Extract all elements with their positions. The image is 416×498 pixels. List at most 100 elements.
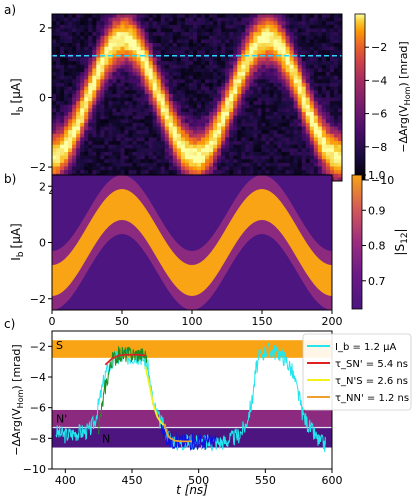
heatmap-cell [313, 144, 319, 149]
heatmap-cell [273, 112, 279, 117]
heatmap-cell [337, 166, 342, 171]
heatmap-cell [56, 57, 61, 62]
heatmap-cell [245, 21, 250, 26]
heatmap-cell [329, 61, 335, 66]
heatmap-cell [132, 39, 138, 44]
heatmap-cell [325, 68, 331, 73]
heatmap-cell [269, 46, 275, 51]
heatmap-cell [229, 72, 234, 77]
heatmap-cell [273, 61, 279, 66]
heatmap-cell [257, 126, 263, 131]
heatmap-cell [156, 50, 162, 55]
heatmap-cell [72, 159, 77, 164]
heatmap-cell [265, 32, 271, 37]
heatmap-cell [92, 24, 97, 30]
colorbar-a [354, 13, 366, 181]
heatmap-cell [144, 170, 150, 175]
heatmap-cell [88, 97, 93, 102]
heatmap-cell [80, 17, 85, 22]
heatmap-cell [148, 72, 154, 77]
heatmap-cell [317, 75, 323, 80]
heatmap-cell [317, 21, 323, 26]
heatmap-cell [221, 141, 226, 146]
heatmap-cell [84, 46, 89, 51]
heatmap-cell [72, 148, 77, 153]
x-tick-label: 500 [188, 474, 209, 487]
heatmap-cell [305, 75, 311, 80]
heatmap-cell [305, 119, 311, 124]
heatmap-cell [128, 75, 134, 80]
heatmap-cell [152, 68, 158, 73]
heatmap-cell [144, 97, 150, 102]
heatmap-cell [144, 43, 150, 48]
heatmap-cell [277, 115, 283, 120]
heatmap-cell [96, 104, 101, 109]
heatmap-cell [269, 28, 275, 33]
heatmap-cell [172, 39, 178, 44]
heatmap-cell [337, 64, 342, 70]
heatmap-cell [333, 104, 339, 109]
heatmap-cell [285, 97, 291, 102]
heatmap-cell [116, 14, 122, 19]
heatmap-cell [317, 141, 323, 146]
heatmap-cell [68, 115, 73, 120]
heatmap-cell [188, 24, 194, 30]
heatmap-cell [88, 93, 93, 99]
heatmap-cell [124, 97, 130, 102]
heatmap-cell [257, 86, 263, 91]
heatmap-cell [52, 155, 57, 160]
heatmap-cell [188, 166, 194, 171]
heatmap-cell [180, 112, 186, 117]
heatmap-cell [281, 162, 287, 168]
heatmap-cell [56, 53, 61, 59]
heatmap-cell [108, 137, 114, 142]
heatmap-cell [265, 112, 271, 117]
heatmap-cell [88, 86, 93, 91]
heatmap-cell [213, 162, 218, 168]
heatmap-cell [249, 32, 254, 37]
heatmap-cell [321, 21, 327, 26]
heatmap-cell [265, 115, 271, 120]
heatmap-cell [156, 39, 162, 44]
heatmap-cell [257, 14, 263, 19]
heatmap-cell [136, 90, 142, 95]
heatmap-cell [285, 122, 291, 128]
heatmap-cell [285, 68, 291, 73]
heatmap-cell [180, 162, 186, 168]
heatmap-cell [84, 32, 89, 37]
heatmap-cell [152, 14, 158, 19]
heatmap-cell [201, 130, 206, 135]
heatmap-cell [241, 162, 246, 168]
heatmap-cell [241, 64, 246, 70]
heatmap-cell [104, 24, 109, 30]
heatmap-cell [249, 122, 254, 128]
heatmap-cell [269, 104, 275, 109]
heatmap-cell [205, 97, 210, 102]
heatmap-cell [233, 64, 238, 70]
heatmap-cell [197, 64, 202, 70]
heatmap-cell [100, 14, 105, 19]
heatmap-cell [68, 151, 73, 157]
heatmap-cell [120, 64, 126, 70]
heatmap-cell [100, 61, 105, 66]
heatmap-cell [76, 86, 81, 91]
heatmap-cell [52, 82, 57, 88]
heatmap-cell [68, 21, 73, 26]
heatmap-cell [285, 155, 291, 160]
heatmap-cell [309, 93, 315, 99]
heatmap-cell [52, 50, 57, 55]
heatmap-cell [269, 17, 275, 22]
heatmap-cell [205, 112, 210, 117]
heatmap-cell [80, 86, 85, 91]
heatmap-cell [289, 61, 295, 66]
heatmap-cell [257, 50, 263, 55]
heatmap-cell [217, 119, 222, 124]
heatmap-cell [289, 148, 295, 153]
heatmap-cell [84, 133, 89, 139]
heatmap-cell [281, 53, 287, 59]
heatmap-cell [297, 28, 303, 33]
heatmap-cell [301, 133, 307, 139]
heatmap-cell [265, 144, 271, 149]
heatmap-cell [245, 39, 250, 44]
heatmap-cell [60, 155, 65, 160]
